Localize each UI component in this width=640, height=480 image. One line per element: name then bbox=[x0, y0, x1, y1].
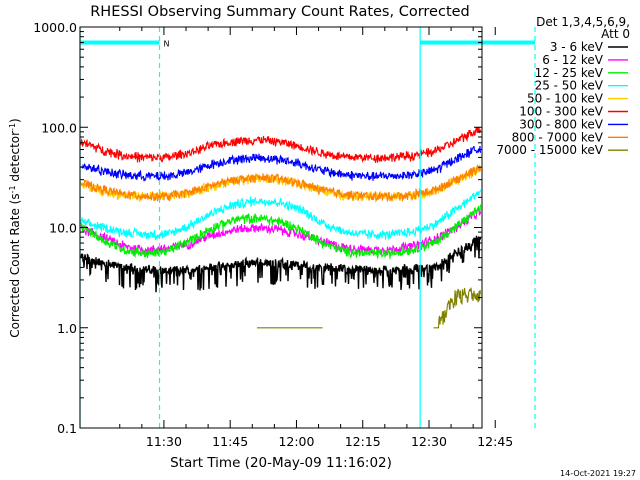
x-tick-label: 12:00 bbox=[278, 434, 314, 449]
legend-header: Det 1,3,4,5,6,9, bbox=[536, 15, 630, 29]
event-layer: N bbox=[79, 27, 536, 428]
legend-label: 25 - 50 keV bbox=[535, 79, 604, 93]
legend-label: 800 - 7000 keV bbox=[512, 130, 604, 144]
series-25-50kev bbox=[80, 189, 482, 241]
series-7000-15000kev bbox=[257, 287, 482, 329]
series-100-300kev bbox=[80, 127, 482, 163]
legend-label: 12 - 25 keV bbox=[535, 66, 604, 80]
series-line bbox=[80, 164, 482, 203]
y-axis: 0.1 1.0 10.0 100.0 1000.0 bbox=[33, 20, 482, 436]
series-3-6kev bbox=[80, 235, 482, 293]
x-axis-label: Start Time (20-May-09 11:16:02) bbox=[170, 455, 392, 471]
series-line bbox=[80, 127, 482, 163]
y-tick-label: 10.0 bbox=[49, 221, 77, 236]
legend-label: 3 - 6 keV bbox=[550, 40, 604, 54]
x-tick-label: 12:45 bbox=[477, 434, 513, 449]
legend-label: 100 - 300 keV bbox=[519, 105, 603, 119]
x-tick-label: 12:15 bbox=[345, 434, 381, 449]
series-layer bbox=[80, 127, 482, 329]
legend-label: 7000 - 15000 keV bbox=[496, 143, 603, 157]
series-line bbox=[80, 204, 482, 260]
series-6-12kev bbox=[80, 208, 482, 256]
series-line bbox=[80, 235, 482, 293]
series-line bbox=[80, 145, 482, 182]
chart-title: RHESSI Observing Summary Count Rates, Co… bbox=[90, 4, 470, 20]
x-tick-label: 11:45 bbox=[212, 434, 248, 449]
legend-label: 50 - 100 keV bbox=[527, 92, 604, 106]
event-label: N bbox=[164, 40, 170, 49]
y-tick-label: 1.0 bbox=[57, 321, 77, 336]
x-tick-label: 12:30 bbox=[411, 434, 447, 449]
y-tick-label: 1000.0 bbox=[33, 20, 77, 35]
y-tick-label: 0.1 bbox=[57, 421, 77, 436]
y-axis-label: Corrected Count Rate (s-1 detector-1) bbox=[8, 118, 23, 337]
series-line bbox=[80, 189, 482, 241]
series-300-800kev bbox=[80, 145, 482, 182]
event-bar bbox=[420, 40, 536, 45]
series-line bbox=[257, 287, 482, 329]
series-line bbox=[80, 208, 482, 256]
series-800-7000kev bbox=[80, 164, 482, 203]
event-bar bbox=[80, 40, 160, 45]
series-12-25kev bbox=[80, 204, 482, 260]
x-axis: 11:30 11:45 12:00 12:15 12:30 12:45 bbox=[119, 27, 513, 449]
legend-header: Att 0 bbox=[601, 27, 630, 41]
legend-label: 300 - 800 keV bbox=[519, 117, 603, 131]
timestamp: 14-Oct-2021 19:27 bbox=[560, 469, 636, 478]
x-tick-label: 11:30 bbox=[146, 434, 182, 449]
legend-label: 6 - 12 keV bbox=[542, 53, 604, 67]
y-tick-label: 100.0 bbox=[41, 120, 77, 135]
